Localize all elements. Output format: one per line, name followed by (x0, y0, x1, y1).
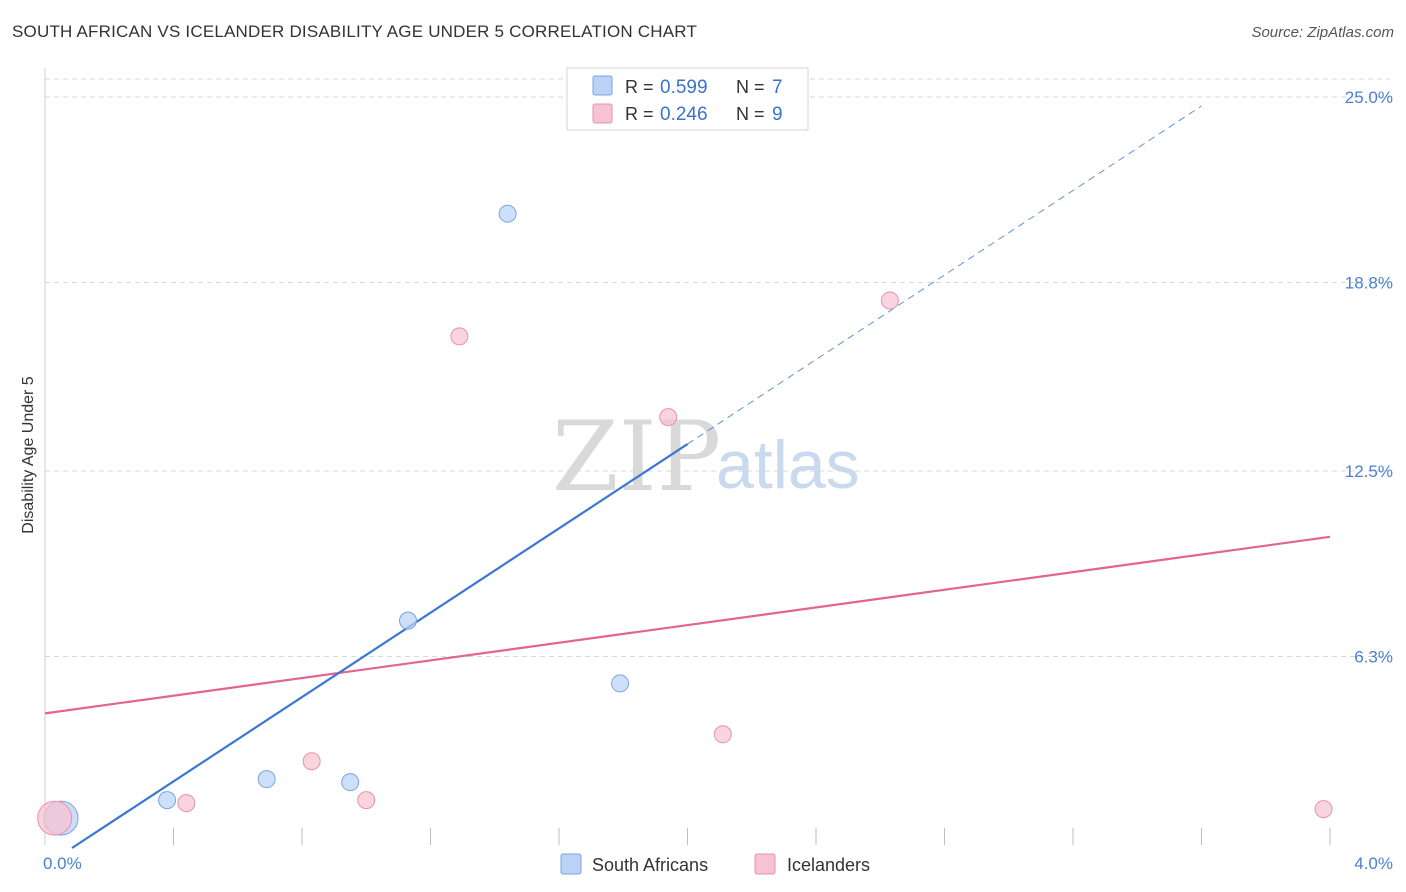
axes (44, 68, 1331, 845)
trend-line-south-africans (71, 443, 689, 849)
x-tick-label-1: 4.0% (1354, 854, 1393, 873)
south-africans-point-5 (611, 674, 630, 693)
legend: R = 0.599 N = 7 R = 0.246 N = 9 (566, 67, 809, 131)
south-africans-point-2 (257, 770, 276, 789)
source-credit: Source: ZipAtlas.com (1251, 24, 1394, 41)
icelanders-point-6 (713, 725, 732, 744)
icelanders-point-0 (37, 800, 73, 836)
icelanders-point-4 (450, 327, 469, 346)
y-tick-label-1: 12.5% (1345, 462, 1393, 481)
south-africans-point-4 (399, 611, 418, 630)
legend-swatch-south-africans (592, 75, 613, 96)
bottom-legend-swatch-icelanders (754, 853, 776, 875)
y-axis-label: Disability Age Under 5 (20, 376, 37, 534)
legend-r-value-2: 0.246 (660, 104, 708, 125)
legend-n-label-1: N = (736, 77, 765, 97)
bottom-legend: South Africans Icelanders (560, 853, 870, 875)
legend-n-label-2: N = (736, 104, 765, 124)
y-tick-label-2: 18.8% (1345, 274, 1393, 293)
legend-r-value-1: 0.599 (660, 77, 708, 98)
icelanders-point-8 (1314, 800, 1333, 819)
icelanders-point-2 (302, 752, 321, 771)
bottom-legend-swatch-south-africans (560, 853, 582, 875)
legend-n-value-1: 7 (772, 77, 783, 98)
legend-swatch-icelanders (592, 103, 613, 124)
bottom-legend-label-south-africans: South Africans (592, 855, 708, 875)
data-points (37, 204, 1333, 836)
y-tick-labels: 6.3% 12.5% 18.8% 25.0% (1345, 88, 1393, 667)
gridlines (45, 78, 1390, 658)
south-africans-point-1 (158, 791, 177, 810)
trend-line-south-africans-extension (687, 105, 1202, 445)
x-tick-labels: 0.0% 4.0% (43, 854, 1393, 873)
trend-line-icelanders (44, 535, 1331, 715)
watermark-atlas: atlas (716, 427, 860, 503)
chart-title: SOUTH AFRICAN VS ICELANDER DISABILITY AG… (12, 22, 698, 41)
icelanders-point-5 (659, 408, 678, 427)
legend-r-label-1: R = (625, 77, 654, 97)
legend-n-value-2: 9 (772, 104, 783, 125)
icelanders-point-7 (880, 291, 899, 310)
watermark-zip: ZIP (552, 401, 721, 513)
icelanders-point-1 (177, 794, 196, 813)
bottom-legend-label-icelanders: Icelanders (787, 855, 870, 875)
trend-lines (44, 105, 1331, 849)
south-africans-point-3 (341, 773, 360, 792)
icelanders-point-3 (357, 791, 376, 810)
y-tick-label-3: 25.0% (1345, 88, 1393, 107)
x-tick-label-0: 0.0% (43, 854, 82, 873)
legend-r-label-2: R = (625, 104, 654, 124)
south-africans-point-6 (498, 204, 517, 223)
y-tick-label-0: 6.3% (1354, 648, 1393, 667)
